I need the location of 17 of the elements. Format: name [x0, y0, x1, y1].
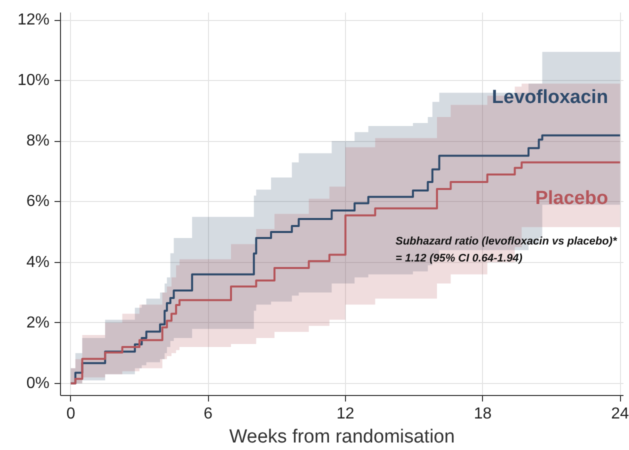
y-tick-label: 2% — [26, 314, 50, 332]
y-tick-label: 8% — [26, 132, 50, 150]
series-label: Levofloxacin — [492, 86, 608, 108]
y-tick-label: 4% — [26, 254, 50, 271]
x-tick-label: 12 — [336, 406, 354, 422]
x-tick-label: 24 — [611, 406, 629, 422]
x-tick-label: 18 — [474, 406, 492, 422]
y-tick-label: 0% — [26, 374, 50, 392]
annotation: = 1.12 (95% CI 0.64-1.94) — [396, 252, 523, 264]
y-tick-label: 6% — [26, 193, 50, 210]
series-label: Placebo — [535, 188, 608, 209]
x-axis-title: Weeks from randomisation — [229, 426, 455, 448]
x-tick-label: 0 — [66, 406, 76, 422]
y-tick-label: 12% — [17, 12, 50, 29]
x-tick-label: 6 — [204, 406, 213, 422]
annotation: Subhazard ratio (levofloxacin vs placebo)* — [396, 236, 618, 248]
y-tick-label: 10% — [17, 72, 50, 90]
